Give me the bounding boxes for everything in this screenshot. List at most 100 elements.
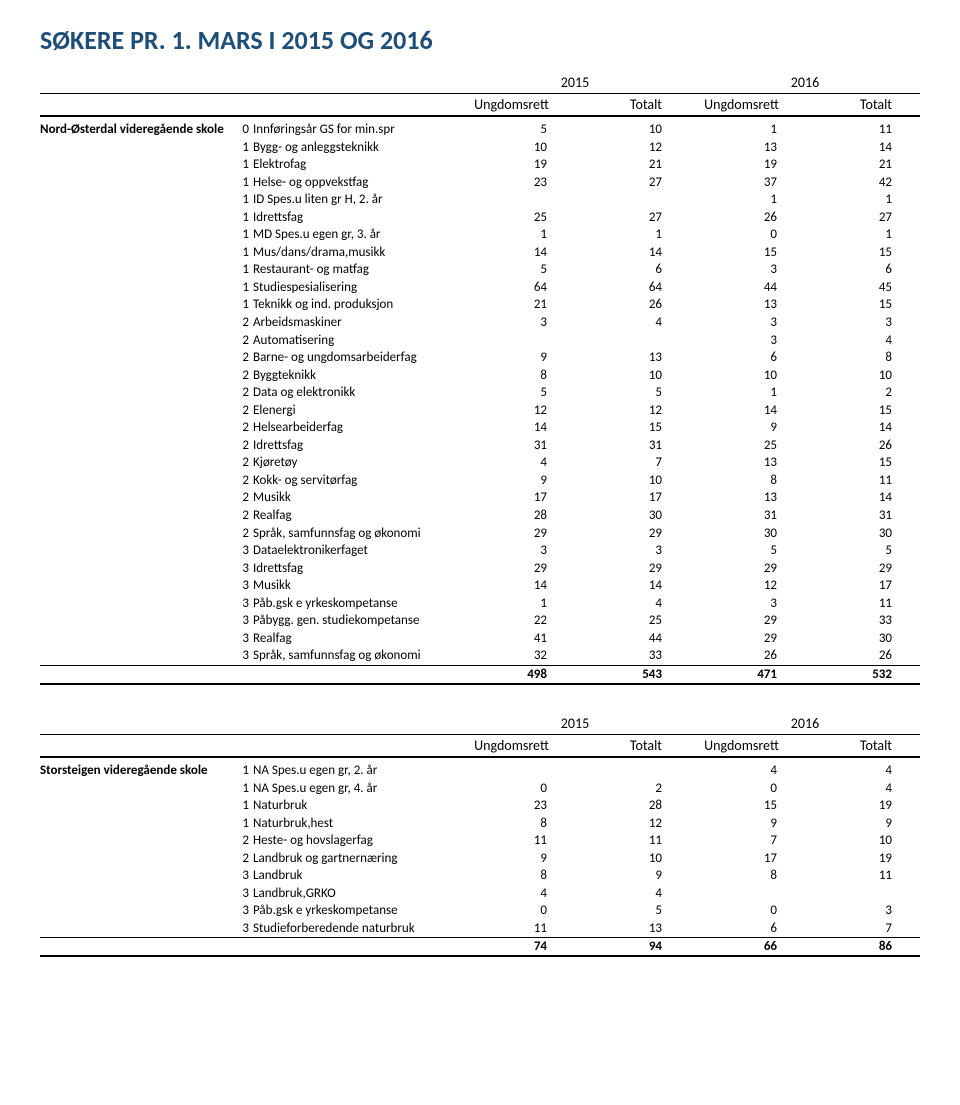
col-totalt-2016: Totalt bbox=[793, 735, 920, 756]
table-row: 3Studieforberedende naturbruk111367 bbox=[40, 920, 920, 938]
level-cell: 3 bbox=[235, 920, 253, 938]
value-cell: 26 bbox=[690, 647, 805, 665]
value-cell: 14 bbox=[460, 244, 575, 262]
col-totalt-2016: Totalt bbox=[793, 94, 920, 115]
school-name bbox=[40, 349, 235, 367]
value-cell: 11 bbox=[805, 595, 920, 613]
total-cell: 94 bbox=[575, 939, 690, 954]
value-cell: 2 bbox=[805, 384, 920, 402]
total-cell: 498 bbox=[460, 667, 575, 682]
level-cell: 3 bbox=[235, 595, 253, 613]
value-cell bbox=[575, 191, 690, 209]
value-cell: 5 bbox=[575, 902, 690, 920]
value-cell: 15 bbox=[575, 419, 690, 437]
value-cell: 21 bbox=[805, 156, 920, 174]
value-cell: 9 bbox=[575, 867, 690, 885]
value-cell: 1 bbox=[805, 226, 920, 244]
value-cell: 29 bbox=[690, 612, 805, 630]
value-cell: 28 bbox=[575, 797, 690, 815]
value-cell: 12 bbox=[575, 402, 690, 420]
level-cell: 1 bbox=[235, 139, 253, 157]
value-cell: 64 bbox=[575, 279, 690, 297]
value-cell: 21 bbox=[460, 296, 575, 314]
value-cell: 23 bbox=[460, 174, 575, 192]
course-cell: Kjøretøy bbox=[253, 454, 460, 472]
value-cell: 28 bbox=[460, 507, 575, 525]
value-cell: 3 bbox=[690, 314, 805, 332]
value-cell: 15 bbox=[690, 244, 805, 262]
value-cell: 5 bbox=[805, 542, 920, 560]
totals-row: 498543471532 bbox=[40, 665, 920, 685]
level-cell: 1 bbox=[235, 209, 253, 227]
level-cell: 2 bbox=[235, 419, 253, 437]
course-cell: Musikk bbox=[253, 489, 460, 507]
value-cell: 8 bbox=[805, 349, 920, 367]
value-cell: 31 bbox=[690, 507, 805, 525]
value-cell: 8 bbox=[690, 867, 805, 885]
value-cell: 8 bbox=[460, 867, 575, 885]
course-cell: Naturbruk,hest bbox=[253, 815, 460, 833]
value-cell: 13 bbox=[690, 489, 805, 507]
value-cell: 10 bbox=[575, 850, 690, 868]
level-cell: 1 bbox=[235, 762, 253, 780]
value-cell: 9 bbox=[805, 815, 920, 833]
value-cell: 25 bbox=[575, 612, 690, 630]
table-row: 3Landbruk89811 bbox=[40, 867, 920, 885]
table-row: 1Helse- og oppvekstfag23273742 bbox=[40, 174, 920, 192]
school-name bbox=[40, 384, 235, 402]
value-cell: 11 bbox=[805, 121, 920, 139]
course-cell: Helse- og oppvekstfag bbox=[253, 174, 460, 192]
course-cell: NA Spes.u egen gr, 2. år bbox=[253, 762, 460, 780]
value-cell: 14 bbox=[805, 139, 920, 157]
value-cell: 1 bbox=[460, 226, 575, 244]
table-row: 3Dataelektronikerfaget3355 bbox=[40, 542, 920, 560]
course-cell: Studiespesialisering bbox=[253, 279, 460, 297]
value-cell: 45 bbox=[805, 279, 920, 297]
value-cell: 14 bbox=[690, 402, 805, 420]
course-cell: Idrettsfag bbox=[253, 560, 460, 578]
value-cell: 0 bbox=[460, 902, 575, 920]
level-cell: 3 bbox=[235, 647, 253, 665]
level-cell: 3 bbox=[235, 885, 253, 903]
level-cell: 2 bbox=[235, 832, 253, 850]
table-row: 3Musikk14141217 bbox=[40, 577, 920, 595]
year-2016: 2016 bbox=[690, 72, 920, 93]
value-cell: 26 bbox=[805, 437, 920, 455]
value-cell: 4 bbox=[575, 314, 690, 332]
value-cell: 1 bbox=[575, 226, 690, 244]
value-cell: 25 bbox=[690, 437, 805, 455]
table-row: 2Elenergi12121415 bbox=[40, 402, 920, 420]
year-header-row: 20152016 bbox=[40, 72, 920, 94]
school-name bbox=[40, 542, 235, 560]
value-cell: 27 bbox=[575, 209, 690, 227]
value-cell: 15 bbox=[805, 296, 920, 314]
table-row: 2Landbruk og gartnernæring9101719 bbox=[40, 850, 920, 868]
value-cell: 5 bbox=[460, 384, 575, 402]
value-cell: 29 bbox=[805, 560, 920, 578]
course-cell: Påbygg. gen. studiekompetanse bbox=[253, 612, 460, 630]
table-row: 2Idrettsfag31312526 bbox=[40, 437, 920, 455]
level-cell: 3 bbox=[235, 542, 253, 560]
value-cell: 11 bbox=[460, 920, 575, 938]
course-cell: Språk, samfunnsfag og økonomi bbox=[253, 525, 460, 543]
value-cell: 10 bbox=[575, 121, 690, 139]
school-name bbox=[40, 902, 235, 920]
col-ungdomsrett-2015: Ungdomsrett bbox=[460, 735, 563, 756]
value-cell: 25 bbox=[460, 209, 575, 227]
course-cell: Elektrofag bbox=[253, 156, 460, 174]
school-name bbox=[40, 209, 235, 227]
value-cell: 15 bbox=[805, 454, 920, 472]
value-cell: 9 bbox=[690, 815, 805, 833]
course-cell: MD Spes.u egen gr, 3. år bbox=[253, 226, 460, 244]
value-cell: 10 bbox=[690, 367, 805, 385]
level-cell: 1 bbox=[235, 797, 253, 815]
level-cell: 1 bbox=[235, 156, 253, 174]
value-cell: 3 bbox=[690, 261, 805, 279]
level-cell: 1 bbox=[235, 296, 253, 314]
course-cell: ID Spes.u liten gr H, 2. år bbox=[253, 191, 460, 209]
value-cell: 41 bbox=[460, 630, 575, 648]
value-cell: 15 bbox=[690, 797, 805, 815]
value-cell: 11 bbox=[805, 867, 920, 885]
level-cell: 3 bbox=[235, 630, 253, 648]
school-name: Storsteigen videregående skole bbox=[40, 762, 235, 780]
